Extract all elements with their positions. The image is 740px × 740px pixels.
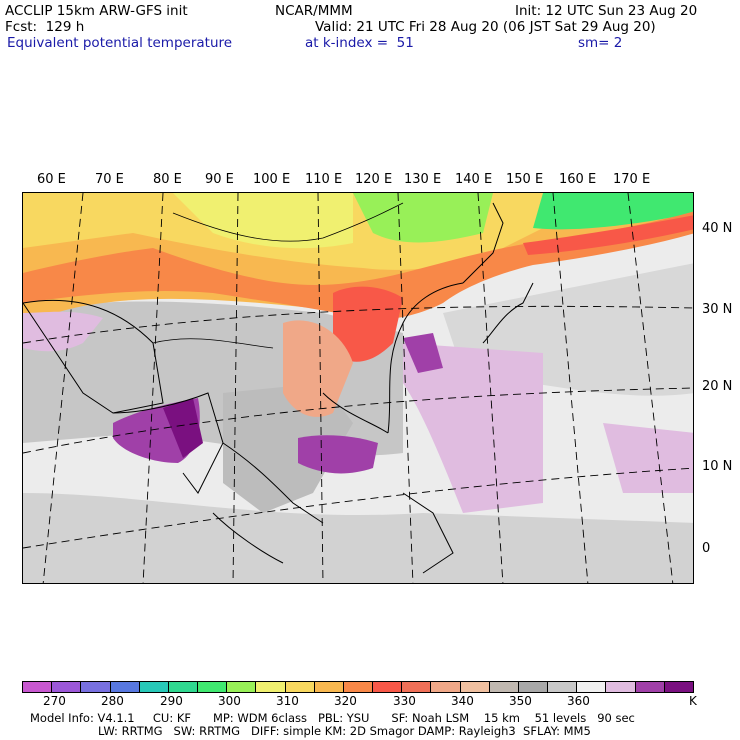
gray-region bbox=[23, 493, 693, 583]
coastline bbox=[322, 392, 389, 434]
colorbar-swatch bbox=[402, 682, 432, 692]
colorbar-swatch bbox=[606, 682, 636, 692]
level-label: at k-index = 51 bbox=[305, 35, 414, 51]
lat-label: 30 N bbox=[702, 302, 733, 317]
colorbar-label: 340 bbox=[451, 694, 474, 708]
coastline bbox=[212, 512, 284, 564]
colorbar-label: 300 bbox=[218, 694, 241, 708]
lon-label: 120 E bbox=[355, 172, 393, 187]
lat-label: 40 N bbox=[702, 221, 733, 236]
lon-label: 70 E bbox=[95, 172, 124, 187]
lon-label: 110 E bbox=[305, 172, 343, 187]
colorbar-unit: K bbox=[689, 694, 697, 708]
border bbox=[152, 338, 274, 349]
model-info-line1: Model Info: V4.1.1 CU: KF MP: WDM 6class… bbox=[30, 711, 635, 725]
colorbar-label: 320 bbox=[334, 694, 357, 708]
purple-region bbox=[298, 435, 378, 474]
lon-label: 140 E bbox=[455, 172, 493, 187]
lat-label: 20 N bbox=[702, 379, 733, 394]
purple-region bbox=[403, 333, 443, 373]
colorbar-swatch bbox=[664, 682, 693, 692]
lon-label: 170 E bbox=[613, 172, 651, 187]
colorbar-label: 360 bbox=[567, 694, 590, 708]
lon-label: 80 E bbox=[153, 172, 182, 187]
smoothing-label: sm= 2 bbox=[578, 35, 623, 51]
lon-label: 150 E bbox=[506, 172, 544, 187]
colorbar-swatch bbox=[518, 682, 549, 692]
colorbar-swatch bbox=[460, 682, 490, 692]
colorbar-label: 330 bbox=[393, 694, 416, 708]
field-name: Equivalent potential temperature bbox=[7, 35, 233, 51]
colorbar-label: 290 bbox=[160, 694, 183, 708]
model-info-line2: LW: RRTMG SW: RRTMG DIFF: simple KM: 2D … bbox=[98, 724, 591, 738]
coastline bbox=[462, 202, 504, 284]
coastline bbox=[402, 492, 454, 574]
green-region bbox=[353, 193, 493, 243]
colorbar-label: 350 bbox=[509, 694, 532, 708]
colorbar-swatch bbox=[198, 682, 228, 692]
warm-region bbox=[23, 193, 693, 270]
red-band bbox=[333, 286, 403, 362]
lat-label: 10 N bbox=[702, 459, 733, 474]
colorbar-swatch bbox=[81, 682, 111, 692]
lavender-region bbox=[603, 423, 693, 493]
org-label: NCAR/MMM bbox=[275, 3, 353, 19]
colorbar-label: 270 bbox=[43, 694, 66, 708]
coastline bbox=[222, 442, 324, 524]
colorbar bbox=[22, 681, 694, 693]
colorbar-label: 280 bbox=[101, 694, 124, 708]
colorbar-swatch bbox=[168, 682, 199, 692]
colorbar-swatch bbox=[431, 682, 461, 692]
valid-time: Valid: 21 UTC Fri 28 Aug 20 (06 JST Sat … bbox=[315, 19, 656, 35]
colorbar-swatch bbox=[256, 682, 286, 692]
lon-label: 160 E bbox=[559, 172, 597, 187]
colorbar-swatch bbox=[343, 682, 374, 692]
lat-label: 0 bbox=[702, 541, 711, 556]
colorbar-swatch bbox=[373, 682, 403, 692]
colorbar-swatch bbox=[577, 682, 607, 692]
lon-label: 100 E bbox=[253, 172, 291, 187]
init-time: Init: 12 UTC Sun 23 Aug 20 bbox=[515, 3, 698, 19]
lavender-region bbox=[23, 311, 103, 352]
model-title: ACCLIP 15km ARW-GFS init bbox=[5, 3, 188, 19]
coastline bbox=[23, 299, 164, 414]
colorbar-swatch bbox=[110, 682, 140, 692]
coastline bbox=[112, 392, 224, 494]
red-band bbox=[523, 215, 693, 255]
lon-label: 130 E bbox=[404, 172, 442, 187]
warm-region bbox=[173, 193, 353, 249]
forecast-hour: Fcst: 129 h bbox=[5, 19, 85, 35]
colorbar-swatch bbox=[23, 682, 53, 692]
colorbar-swatch bbox=[139, 682, 169, 692]
theta-e-map bbox=[22, 192, 694, 584]
lon-label: 90 E bbox=[205, 172, 234, 187]
lon-label: 60 E bbox=[37, 172, 66, 187]
colorbar-swatch bbox=[52, 682, 82, 692]
coastline bbox=[482, 282, 534, 344]
green-region bbox=[533, 193, 693, 230]
border bbox=[172, 202, 404, 242]
colorbar-swatch bbox=[314, 682, 344, 692]
colorbar-swatch bbox=[489, 682, 519, 692]
salmon-region bbox=[283, 320, 353, 417]
colorbar-label: 310 bbox=[276, 694, 299, 708]
colorbar-swatch bbox=[548, 682, 578, 692]
colorbar-swatch bbox=[285, 682, 315, 692]
purple-region bbox=[163, 398, 203, 458]
colorbar-swatch bbox=[227, 682, 257, 692]
graticule bbox=[23, 193, 693, 583]
lavender-region bbox=[403, 343, 543, 513]
colorbar-swatch bbox=[635, 682, 665, 692]
